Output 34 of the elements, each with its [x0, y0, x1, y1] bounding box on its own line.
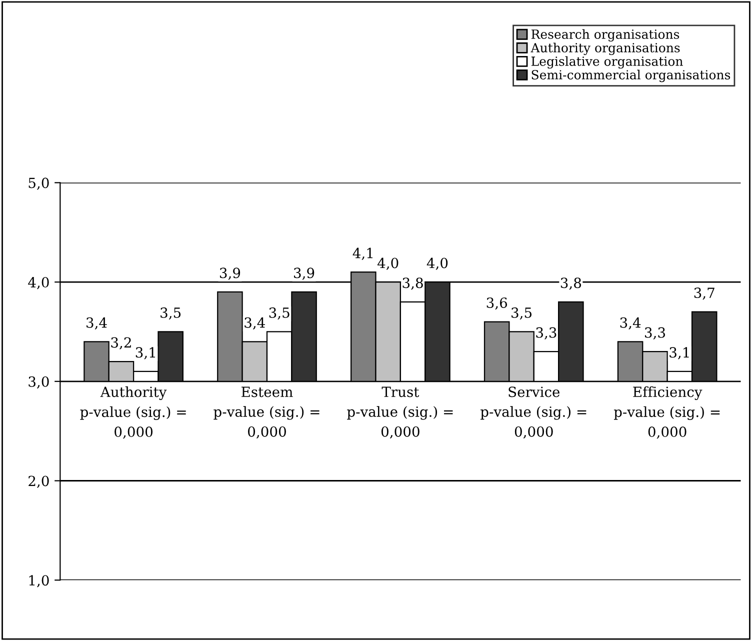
data-label: 3,3	[536, 327, 556, 340]
data-label: 3,1	[136, 347, 155, 360]
data-label: 4,1	[352, 248, 372, 260]
data-label: 3,8	[402, 278, 423, 290]
data-label: 3,4	[86, 317, 107, 330]
data-label: 3,5	[269, 307, 290, 320]
data-label: 3,9	[220, 268, 240, 280]
x-tick-label: Trust p-value (sig.) = 0,000	[347, 386, 453, 439]
data-label: 3,5	[160, 307, 181, 320]
data-label: 3,1	[670, 347, 689, 360]
y-tick-label: 3,0	[28, 376, 49, 389]
y-tick-label: 2,0	[28, 476, 49, 488]
x-tick-label: Service p-value (sig.) = 0,000	[480, 386, 586, 439]
legend-label: Legislative organisation	[531, 56, 683, 69]
x-tick-label: Esteem p-value (sig.) = 0,000	[214, 386, 320, 439]
data-label: 3,4	[244, 317, 265, 330]
x-tick-label: Authority p-value (sig.) = 0,000	[80, 386, 186, 439]
data-label: 3,9	[294, 268, 314, 280]
data-label: 4,0	[377, 258, 398, 270]
data-label: 3,2	[111, 337, 131, 350]
data-label: 3,5	[512, 307, 532, 320]
legend-label: Authority organisations	[530, 42, 680, 56]
data-label: 3,6	[486, 297, 508, 310]
y-tick-label: 4,0	[28, 277, 49, 290]
data-label: 3,7	[694, 288, 714, 300]
data-label: 3,4	[620, 317, 641, 330]
data-label: 3,3	[645, 327, 665, 340]
legend-label: Semi-commercial organisations	[532, 70, 730, 82]
data-label: 4,0	[426, 258, 448, 270]
y-tick-label: 1,0	[29, 575, 49, 588]
legend-label: Research organisations	[531, 29, 680, 42]
y-tick-label: 5,0	[28, 178, 49, 190]
data-label: 3,8	[560, 278, 582, 290]
x-tick-label: Efficiency p-value (sig.) = 0,000	[614, 386, 720, 439]
